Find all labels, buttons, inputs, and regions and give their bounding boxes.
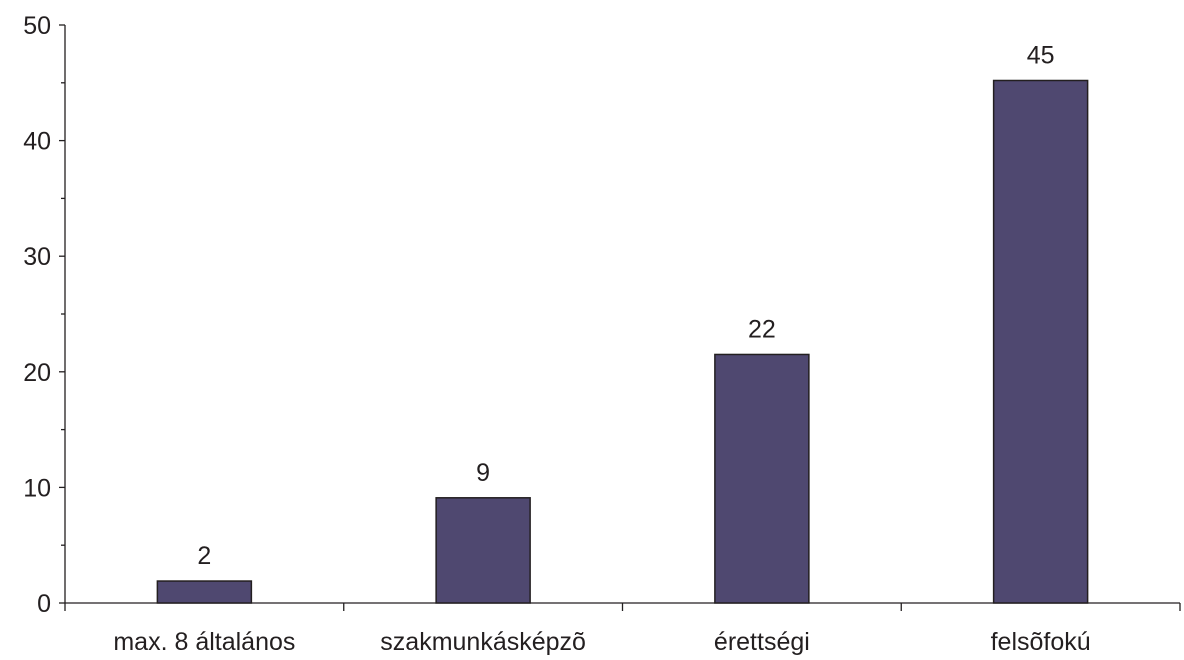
bar (156, 580, 253, 604)
bar-value-label: 2 (197, 542, 211, 570)
y-tick-label: 0 (37, 590, 51, 618)
y-tick-label: 50 (23, 12, 51, 40)
x-category-label: érettségi (714, 628, 810, 656)
bar-series (156, 79, 1089, 604)
y-tick-label: 20 (23, 359, 51, 387)
y-axis-labels: 0 10 20 30 40 50 (23, 12, 51, 618)
bar (992, 79, 1089, 604)
data-labels: 2 9 22 45 (197, 41, 1054, 570)
y-tick-label: 40 (23, 128, 51, 156)
bar-value-label: 9 (476, 459, 490, 487)
x-category-label: max. 8 általános (113, 628, 295, 656)
y-tick-label: 30 (23, 243, 51, 271)
x-axis-ticks (64, 603, 1181, 611)
y-tick-label: 10 (23, 474, 51, 502)
bar-value-label: 45 (1027, 41, 1055, 69)
x-axis-labels: max. 8 általános szakmunkásképzõ érettségi… (113, 628, 1090, 656)
x-category-label: felsõfokú (991, 628, 1091, 656)
bar (435, 497, 531, 604)
bar (714, 353, 810, 604)
x-category-label: szakmunkásképzõ (380, 628, 586, 656)
y-axis-ticks (59, 24, 65, 604)
bar-value-label: 22 (748, 315, 776, 343)
